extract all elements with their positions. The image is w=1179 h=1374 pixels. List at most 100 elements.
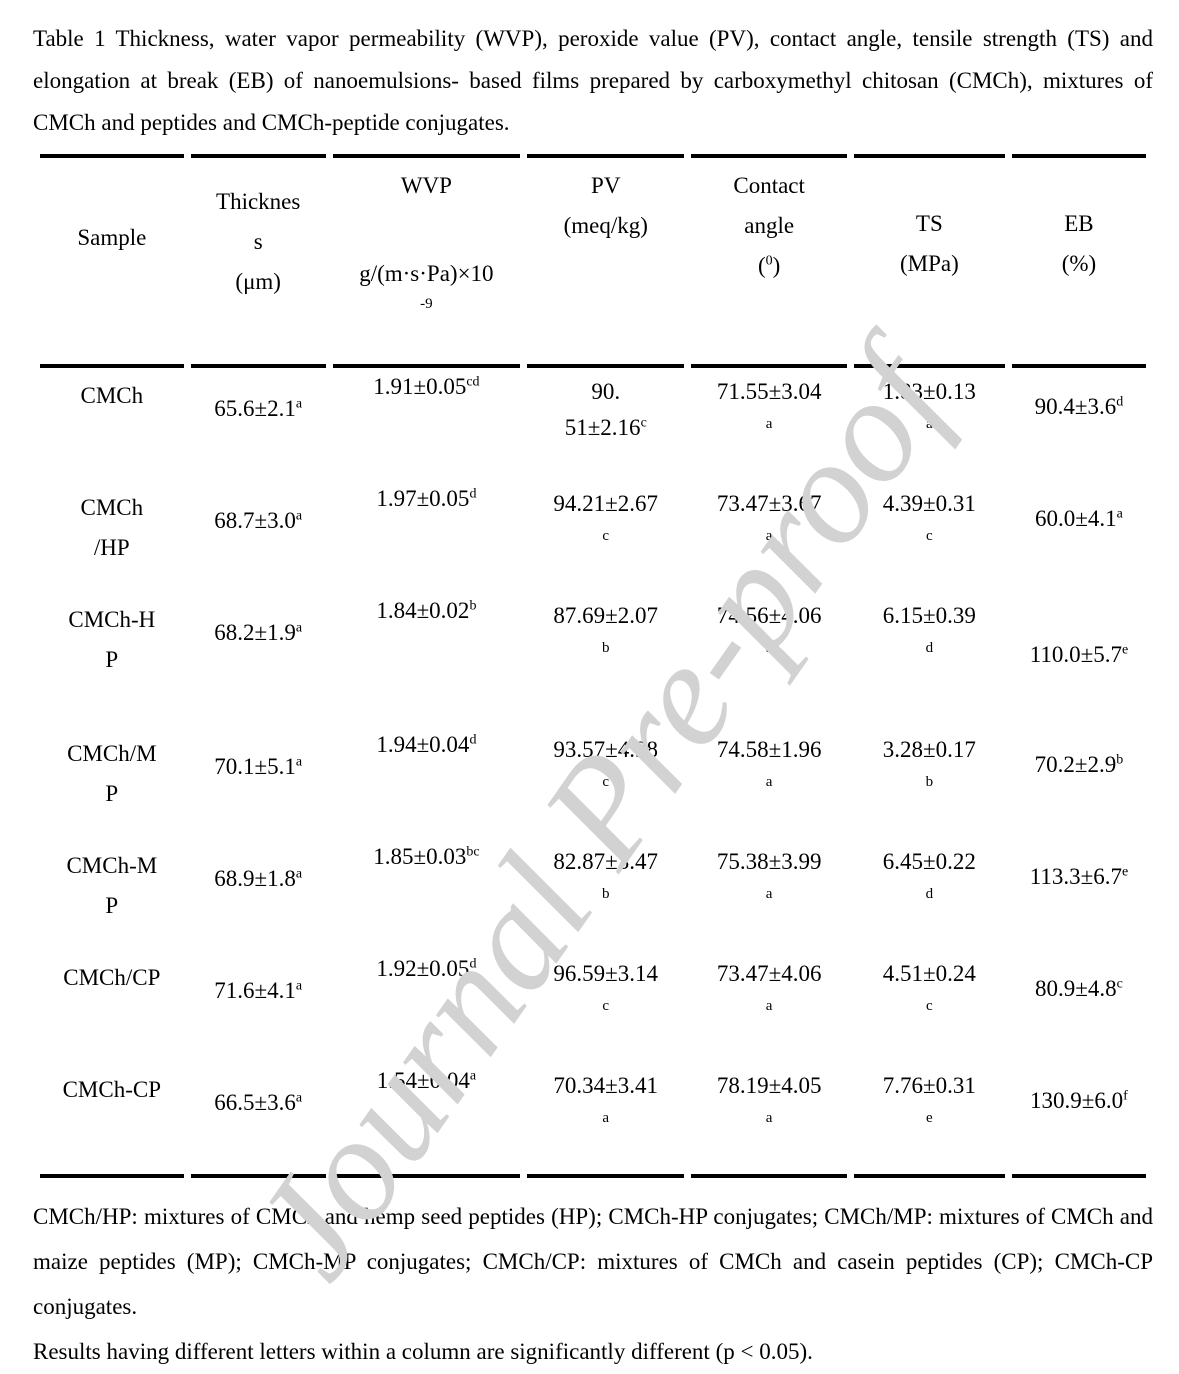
cell-pv: 93.57±4.98 c [527, 726, 684, 838]
value-line: 7.76±0.31 [882, 1073, 976, 1098]
cell-contact-angle: 78.19±4.05 a [691, 1062, 847, 1178]
significance-letter: c [602, 774, 610, 790]
cell-ts: 3.28±0.17 b [854, 726, 1005, 838]
header-ts-label: TS [915, 211, 943, 236]
sample-line: CMCh/M [67, 741, 157, 766]
significance-letter: b [601, 640, 610, 656]
cell-contact-angle: 74.58±1.96 a [691, 726, 846, 838]
cell-ts: 6.45±0.22 d [854, 838, 1005, 950]
value-line: 74.58±1.96 [716, 737, 822, 762]
cell-contact-angle: 75.38±3.99 a [691, 838, 846, 950]
significance-letter: b [601, 886, 610, 902]
cell-ts: 7.76±0.31 e [853, 1062, 1005, 1178]
value-line: 75.38±3.99 [716, 849, 822, 874]
significance-letter: a [765, 774, 773, 790]
cell-eb: 130.9±6.0f [1011, 1062, 1146, 1178]
cell-sample: CMCh/M P [40, 726, 184, 838]
cell-pv: 96.59±3.14 c [527, 950, 684, 1062]
cell-pv: 82.87±3.47 b [527, 838, 684, 950]
header-wvp-exponent: -9 [420, 296, 433, 312]
significance-letter: a [295, 978, 303, 994]
cell-wvp: 1.84±0.02b [376, 598, 477, 623]
cell-wvp: 1.97±0.05d [376, 486, 477, 511]
significance-letter: a [469, 1068, 477, 1084]
header-sample-label: Sample [77, 225, 147, 250]
header-thickness-unit: (μm) [235, 269, 281, 294]
table-body: CMCh 65.6±2.1a 1.91±0.05cd 90. 51±2.16c 71.55… [40, 368, 1146, 1178]
value-line: 96.59±3.14 [553, 961, 659, 986]
sample-line: CMCh-M [66, 853, 158, 878]
cell-thickness: 68.9±1.8a [214, 866, 303, 891]
significance-letter: d [1116, 394, 1124, 410]
cell-contact-angle: 71.55±3.04 a [691, 368, 846, 480]
header-thickness-line2: s [253, 229, 263, 254]
cell-ts: 1.83±0.13 a [854, 368, 1005, 480]
table-row: CMCh-M P 68.9±1.8a 1.85±0.03bc 82.87±3.47 b 75… [40, 838, 1146, 950]
table-caption: Table 1 Thickness, water vapor permeabil… [33, 26, 1153, 135]
significance-letter: d [469, 956, 477, 972]
cell-thickness: 68.7±3.0a [214, 508, 303, 533]
cell-wvp: 1.91±0.05cd [373, 374, 480, 399]
value-line: 93.57±4.98 [553, 737, 659, 762]
value-line: 73.47±4.06 [716, 961, 822, 986]
value-line: 1.83±0.13 [882, 379, 976, 404]
sample-line: P [105, 893, 119, 918]
table-header: Sample Thicknes s (μm) WVP g/(m·s·Pa)×10… [40, 154, 1146, 368]
cell-pv: 87.69±2.07 b [527, 592, 684, 726]
header-eb-unit: (%) [1061, 251, 1097, 276]
header-contact-angle: Contact angle (0) [691, 154, 847, 368]
table-row: CMCh/CP 71.6±4.1a 1.92±0.05d 96.59±3.14 c 73.… [40, 950, 1146, 1062]
significance-letter: a [295, 866, 303, 882]
sample-line: CMCh-CP [62, 1077, 162, 1102]
cell-thickness: 70.1±5.1a [214, 754, 303, 779]
significance-letter: a [926, 416, 933, 432]
significance-letter: a [295, 620, 303, 636]
sample-line: P [105, 647, 119, 672]
value-line: 78.19±4.05 [716, 1073, 822, 1098]
table-row: CMCh/M P 70.1±5.1a 1.94±0.04d 93.57±4.98 c 74.… [40, 726, 1146, 838]
table-footnotes: CMCh/HP: mixtures of CMCh and hemp seed … [33, 1194, 1153, 1374]
cell-ts: 4.51±0.24 c [854, 950, 1005, 1062]
significance-letter: c [926, 998, 933, 1014]
header-row: Sample Thicknes s (μm) WVP g/(m·s·Pa)×10… [40, 154, 1146, 368]
sample-line: P [105, 781, 119, 806]
data-table: Sample Thicknes s (μm) WVP g/(m·s·Pa)×10… [33, 154, 1153, 1178]
significance-letter: a [602, 1110, 610, 1126]
value-line: 90. [591, 379, 621, 404]
value-line: 6.45±0.22 [882, 849, 976, 874]
significance-letter: a [765, 640, 773, 656]
significance-letter: b [469, 598, 477, 614]
cell-wvp: 1.92±0.05d [376, 956, 477, 981]
cell-thickness: 65.6±2.1a [214, 396, 303, 421]
header-ts: TS (MPa) [853, 154, 1005, 368]
significance-letter: b [925, 774, 934, 790]
cell-sample: CMCh-H P [40, 592, 184, 726]
cell-eb: 70.2±2.9b [1034, 752, 1124, 777]
value-line: 4.51±0.24 [882, 961, 976, 986]
value-line: 94.21±2.67 [553, 491, 659, 516]
significance-letter: a [765, 1110, 773, 1126]
cell-eb: 80.9±4.8c [1035, 976, 1123, 1001]
cell-thickness: 68.2±1.9a [214, 620, 303, 645]
significance-letter: c [602, 528, 610, 544]
value-line: 70.34±3.41 [553, 1073, 659, 1098]
header-eb-label: EB [1064, 211, 1094, 236]
sample-line: CMCh-H [68, 607, 156, 632]
header-ts-unit: (MPa) [899, 251, 959, 276]
significance-letter: a [765, 528, 773, 544]
cell-sample: CMCh-M P [40, 838, 184, 950]
header-wvp-label: WVP [400, 173, 452, 198]
sample-line: CMCh [80, 495, 144, 520]
significance-letter: bc [466, 844, 480, 860]
significance-letter: a [765, 998, 773, 1014]
cell-thickness: 66.5±3.6a [190, 1062, 326, 1178]
value-line: 82.87±3.47 [553, 849, 659, 874]
significance-letter: c [602, 998, 610, 1014]
cell-sample: CMCh-CP [40, 1062, 184, 1178]
value-line: 51±2.16c [564, 415, 647, 440]
cell-contact-angle: 74.56±4.06 a [691, 592, 846, 726]
header-wvp-unit: g/(m·s·Pa)×10 [359, 261, 494, 286]
sample-line: CMCh/CP [63, 965, 161, 990]
value-line: 4.39±0.31 [882, 491, 976, 516]
significance-letter: b [1116, 752, 1124, 768]
